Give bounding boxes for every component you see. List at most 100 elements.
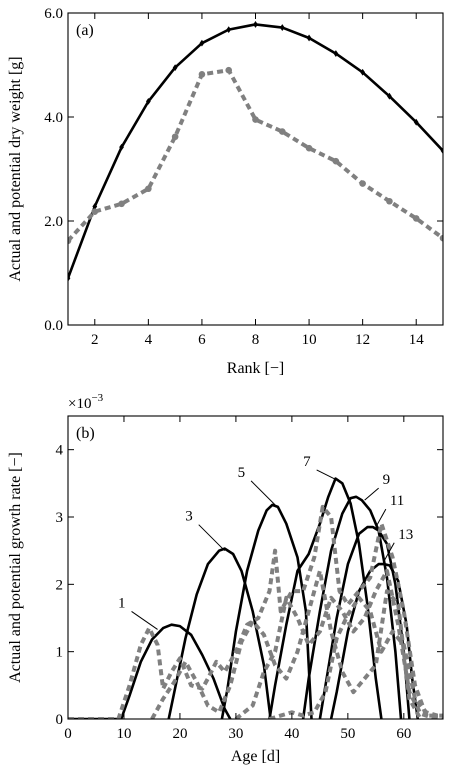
panel-a-series-group xyxy=(68,21,443,282)
panel-a-series-2-point xyxy=(68,237,72,245)
panel-a-series-2-point xyxy=(439,234,443,242)
panel-a-x-tick-label: 12 xyxy=(355,332,370,348)
panel-a-series-2-point xyxy=(91,208,99,215)
panel-a-series-1-point xyxy=(172,64,178,71)
panel-a-series-2-point xyxy=(332,157,340,165)
panel-b-y-tick-label: 0 xyxy=(56,712,64,728)
panel-a-series-1-point xyxy=(68,274,71,282)
panel-a-ticks: 2 4 6 8 10 12 14 0.0 2.0 4.0 6.0 xyxy=(44,6,443,348)
panel-a-series-1-point xyxy=(360,68,366,76)
panel-b-x-tick-label: 0 xyxy=(64,726,72,742)
panel-b-y-multiplier-exponent: −3 xyxy=(91,392,103,404)
annotation-leader-3 xyxy=(198,524,226,552)
panel-a-x-tick-label: 10 xyxy=(302,332,317,348)
panel-b-y-tick-label: 2 xyxy=(56,577,64,593)
panel-a-series-2-point xyxy=(171,133,179,141)
panel-b-x-tick-label: 10 xyxy=(116,726,131,742)
panel-b-series-9-line xyxy=(150,568,423,719)
panel-a-y-tick-label: 4.0 xyxy=(44,110,63,126)
panel-a-series-2-point xyxy=(225,66,233,74)
panel-b-ticks: 0 10 20 30 40 50 60 0 1 2 3 4 xyxy=(56,416,443,742)
panel-b-label: (b) xyxy=(76,425,95,442)
annotation-leader-9 xyxy=(364,487,379,501)
panel-a-series-1-point xyxy=(199,39,205,47)
annotation-label-11: 11 xyxy=(390,493,404,509)
panel-a-x-tick-label: 2 xyxy=(91,332,99,348)
annotation-leader-13 xyxy=(383,542,395,562)
panel-b-y-tick-label: 4 xyxy=(56,443,64,459)
panel-b-x-tick-label: 60 xyxy=(396,726,411,742)
panel-a-x-axis-label: Rank [−] xyxy=(227,360,284,377)
panel-b-y-tick-label: 3 xyxy=(56,510,64,526)
panel-b-x-tick-label: 40 xyxy=(284,726,299,742)
panel-a-label: (a) xyxy=(76,22,94,39)
panel-a-series-1-point xyxy=(145,98,151,105)
panel-a-series-1-point xyxy=(92,203,98,210)
panel-a-series-2-point xyxy=(412,215,420,222)
panel-b-frame xyxy=(67,415,444,720)
annotation-label-9: 9 xyxy=(383,472,391,488)
panel-a-series-1-point xyxy=(226,26,232,34)
panel-a-series-2-point xyxy=(252,116,259,123)
panel-b-series-2-line xyxy=(167,547,272,719)
panel-a-series-2-line xyxy=(68,68,443,243)
annotation-leader-1 xyxy=(131,611,158,630)
panel-b-y-tick-label: 1 xyxy=(56,645,64,661)
panel-b-series-5-line xyxy=(301,495,403,719)
panel-b-series-6-line xyxy=(318,525,411,719)
panel-b-y-multiplier: ×10−3 xyxy=(68,392,104,412)
panel-b-series xyxy=(68,477,443,719)
panel-b-series-1-line xyxy=(68,623,232,719)
annotation-leader-11 xyxy=(375,508,387,528)
panel-a-series-1-point xyxy=(333,50,339,57)
panel-a-series-2-point xyxy=(278,128,286,135)
panel-a-series-2-point xyxy=(359,180,366,187)
panel-a-series-1-point xyxy=(413,118,419,126)
panel-b-series-group xyxy=(68,477,443,719)
panel-b-series-3-line xyxy=(220,503,313,719)
annotation-leader-7 xyxy=(316,469,337,481)
panel-a: 2 4 6 8 10 12 14 0.0 2.0 4.0 6.0 (a) Rank [−] Actu… xyxy=(7,6,444,377)
panel-a-series-2-point xyxy=(118,200,125,208)
panel-b-series-11-line xyxy=(268,595,443,719)
panel-a-y-tick-label: 0.0 xyxy=(44,318,63,334)
panel-a-series-2-point xyxy=(305,144,313,152)
panel-a-y-axis-label: Actual and potential dry weight [g] xyxy=(7,56,24,281)
panel-a-series-1-point xyxy=(279,24,285,31)
annotation-label-7: 7 xyxy=(303,454,311,470)
panel-a-y-tick-label: 6.0 xyxy=(44,6,63,22)
panel-a-series xyxy=(68,21,443,282)
panel-a-y-tick-label: 2.0 xyxy=(44,214,63,230)
panel-b-y-multiplier-base: ×10 xyxy=(68,396,91,412)
panel-b-series-10-line xyxy=(234,568,443,719)
panel-a-x-tick-label: 6 xyxy=(198,332,206,348)
panel-a-series-2-point xyxy=(386,197,393,205)
panel-a-series-2-point xyxy=(145,185,152,193)
panel-a-series-1-point xyxy=(440,147,443,155)
panel-a-series-1-point xyxy=(306,34,312,42)
panel-b-x-tick-label: 20 xyxy=(172,726,187,742)
panel-a-x-tick-label: 4 xyxy=(145,332,153,348)
panel-b-series-4-line xyxy=(268,477,383,719)
panel-a-x-tick-label: 14 xyxy=(409,332,425,348)
annotation-label-1: 1 xyxy=(118,595,126,611)
panel-b-y-axis-label: Actual and potential growth rate [−] xyxy=(7,452,24,683)
annotation-leader-5 xyxy=(250,480,276,506)
panel-a-series-1-line xyxy=(68,23,443,279)
panel-a-series-1-point xyxy=(119,143,124,151)
annotation-label-5: 5 xyxy=(238,465,246,481)
panel-a-series-1-point xyxy=(253,21,258,28)
panel-b-x-tick-label: 50 xyxy=(340,726,355,742)
panel-a-series-1-point xyxy=(387,92,392,100)
panel-a-series-2-point xyxy=(198,71,206,78)
annotation-label-3: 3 xyxy=(185,509,193,525)
annotation-label-13: 13 xyxy=(398,527,413,543)
panel-a-x-tick-label: 8 xyxy=(252,332,260,348)
panel-b-x-tick-label: 30 xyxy=(228,726,243,742)
panel-a-frame xyxy=(67,12,444,326)
panel-b-x-axis-label: Age [d] xyxy=(231,748,280,765)
panel-b-series-8-line xyxy=(68,504,443,719)
